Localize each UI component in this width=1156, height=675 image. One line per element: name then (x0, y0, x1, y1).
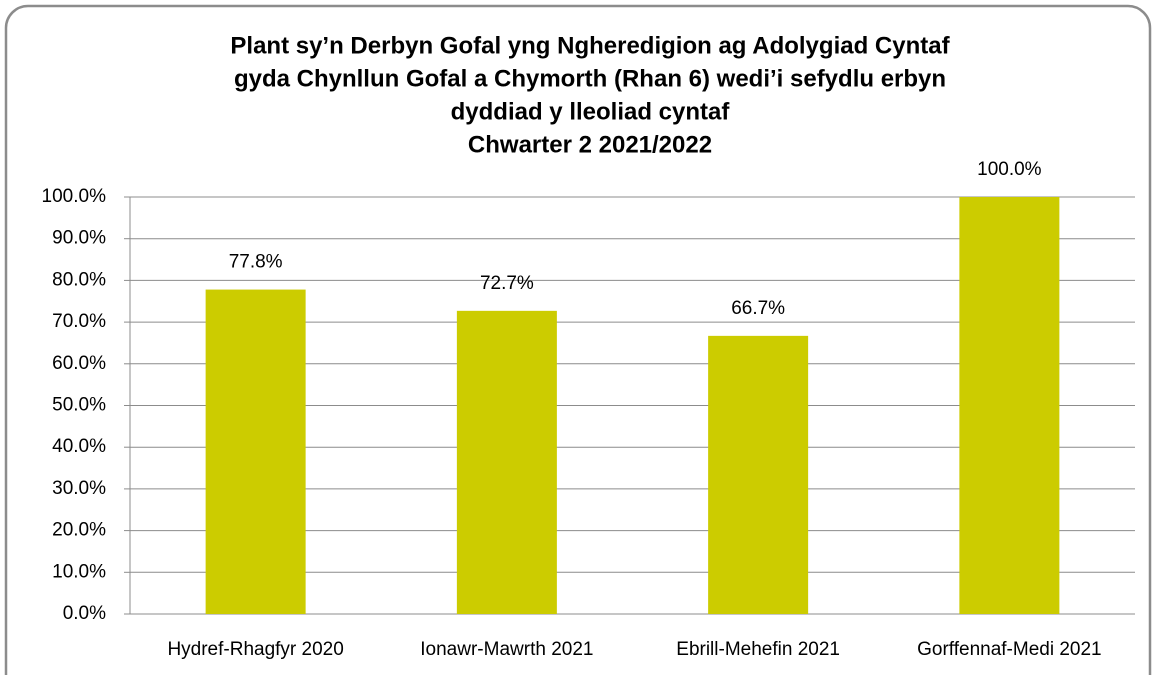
bar (456, 310, 557, 614)
data-label: 100.0% (977, 159, 1042, 180)
chart-title: dyddiad y lleoliad cyntaf (451, 98, 731, 125)
y-tick-label: 0.0% (63, 603, 106, 624)
y-tick-label: 80.0% (52, 269, 106, 290)
y-tick-label: 20.0% (52, 520, 106, 541)
x-tick-label: Gorffennaf-Medi 2021 (917, 639, 1102, 660)
y-tick-label: 10.0% (52, 561, 106, 582)
y-tick-label: 40.0% (52, 436, 106, 457)
x-tick-label: Ionawr-Mawrth 2021 (420, 639, 593, 660)
data-label: 72.7% (480, 273, 534, 294)
x-tick-label: Hydref-Rhagfyr 2020 (167, 639, 343, 660)
y-tick-label: 100.0% (42, 186, 107, 207)
y-tick-label: 70.0% (52, 311, 106, 332)
bar (205, 289, 306, 614)
y-tick-label: 50.0% (52, 395, 106, 416)
y-tick-label: 60.0% (52, 353, 106, 374)
data-label: 66.7% (731, 298, 785, 319)
bar (708, 335, 809, 614)
data-label: 77.8% (229, 252, 283, 273)
chart-title: Chwarter 2 2021/2022 (468, 131, 712, 158)
x-tick-label: Ebrill-Mehefin 2021 (676, 639, 840, 660)
bar (959, 197, 1060, 614)
chart-title: Plant sy’n Derbyn Gofal yng Ngheredigion… (230, 32, 950, 59)
y-tick-label: 90.0% (52, 228, 106, 249)
chart-title: gyda Chynllun Gofal a Chymorth (Rhan 6) … (234, 65, 946, 92)
y-tick-label: 30.0% (52, 478, 106, 499)
